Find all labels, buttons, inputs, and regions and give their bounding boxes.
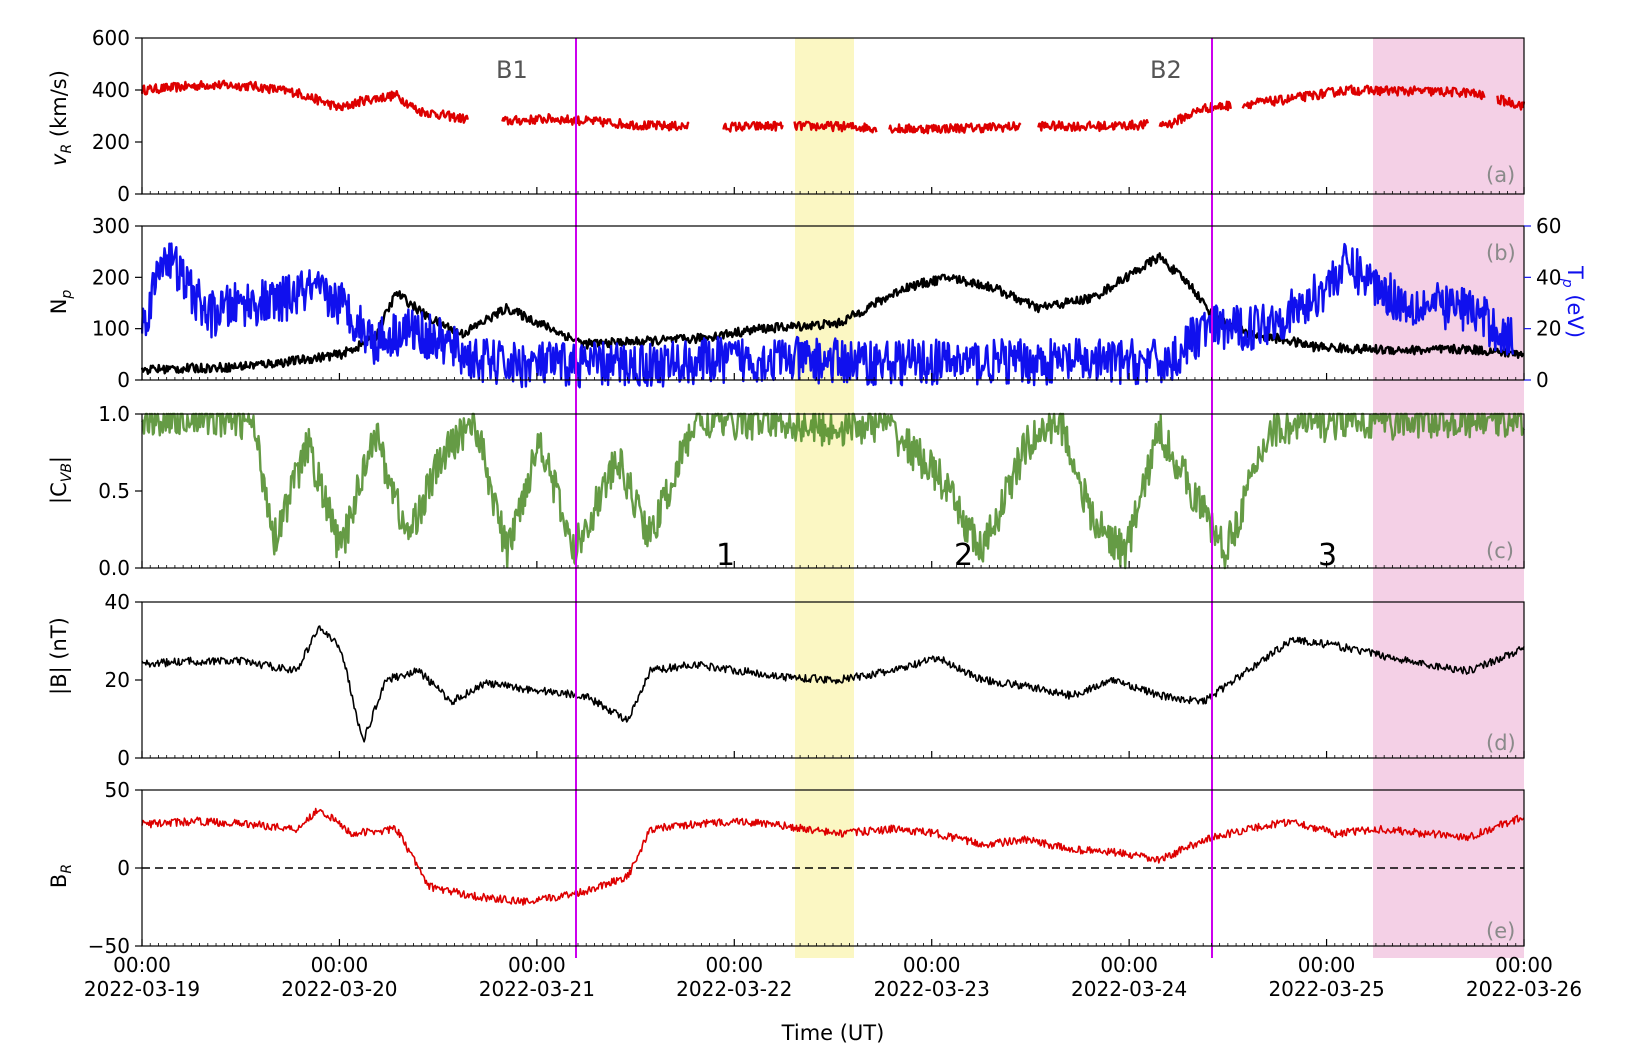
- ytick-label-c-2: 1.0: [98, 402, 130, 426]
- y2tick-label-0: 0: [1536, 368, 1549, 392]
- panel-tag-d: (d): [1486, 731, 1516, 755]
- ylabel-panel-b-left: Np: [47, 290, 75, 315]
- ytick-label-c-0: 0.0: [98, 556, 130, 580]
- xtick-time-label-5: 00:00: [1100, 953, 1158, 977]
- pink-interval-band: [1373, 38, 1524, 958]
- ylabel-panel-d: |B| (nT): [47, 617, 72, 695]
- x-axis-title: Time (UT): [781, 1021, 885, 1045]
- xtick-date-label-4: 2022-03-23: [874, 977, 990, 1001]
- panel-tag-e: (e): [1486, 919, 1515, 943]
- ytick-label-e-1: 0: [117, 856, 130, 880]
- series-d-0: [141, 625, 1525, 743]
- ytick-label-a-2: 400: [92, 78, 130, 102]
- panel-tag-a: (a): [1486, 163, 1515, 187]
- ytick-label-b-1: 100: [92, 317, 130, 341]
- ytick-label-b-2: 200: [92, 265, 130, 289]
- series-e-0: [141, 807, 1525, 906]
- ytick-label-b-3: 300: [92, 214, 130, 238]
- xtick-date-label-3: 2022-03-22: [676, 977, 792, 1001]
- xtick-time-label-6: 00:00: [1298, 953, 1356, 977]
- panel-tag-c: (c): [1486, 539, 1514, 563]
- interval-1-label: 1: [716, 538, 735, 573]
- xtick-time-label-4: 00:00: [903, 953, 961, 977]
- panel-b-marks: [141, 242, 1525, 389]
- series-b-1: [141, 242, 1515, 389]
- ytick-label-a-0: 0: [117, 182, 130, 206]
- boundary-lines: [575, 38, 1213, 958]
- xtick-time-label-7: 00:00: [1495, 953, 1553, 977]
- xtick-date-label-5: 2022-03-24: [1071, 977, 1187, 1001]
- panel-a-marks: [141, 79, 1525, 135]
- y2tick-label-2: 40: [1536, 265, 1561, 289]
- xtick-time-label-1: 00:00: [311, 953, 369, 977]
- series-a-0: [141, 79, 1525, 135]
- ytick-label-d-0: 0: [117, 746, 130, 770]
- yellow-interval-band: [795, 38, 854, 958]
- ytick-label-d-2: 40: [105, 590, 130, 614]
- xtick-time-label-2: 00:00: [508, 953, 566, 977]
- panel-d-marks: [141, 625, 1525, 743]
- data-layer: [141, 79, 1525, 906]
- panel-e-marks: [141, 807, 1525, 906]
- xtick-date-label-0: 2022-03-19: [84, 977, 200, 1001]
- ytick-label-e-2: 50: [105, 778, 130, 802]
- series-c-0: [141, 412, 1525, 570]
- b2-label: B2: [1150, 56, 1182, 84]
- ytick-label-d-1: 20: [105, 668, 130, 692]
- xtick-date-label-1: 2022-03-20: [281, 977, 397, 1001]
- y2tick-label-3: 60: [1536, 214, 1561, 238]
- panel-c-marks: [141, 412, 1525, 570]
- ylabel-panel-a: vR (km/s): [47, 70, 75, 166]
- ytick-label-a-3: 600: [92, 26, 130, 50]
- xtick-date-label-6: 2022-03-25: [1268, 977, 1384, 1001]
- ylabel-panel-c: |CVB|: [47, 456, 75, 504]
- ytick-label-a-1: 200: [92, 130, 130, 154]
- ytick-label-e-0: −50: [88, 934, 130, 958]
- xtick-date-label-7: 2022-03-26: [1466, 977, 1582, 1001]
- ytick-label-b-0: 0: [117, 368, 130, 392]
- ylabel-panel-b-right: Tp (eV): [1559, 265, 1587, 338]
- y2tick-label-1: 20: [1536, 317, 1561, 341]
- interval-2-label: 2: [954, 538, 973, 573]
- ylabel-panel-e: BR: [47, 864, 75, 888]
- axes-layer: 0200400600010020030002040600.00.51.00204…: [84, 26, 1582, 1001]
- b1-label: B1: [496, 56, 528, 84]
- xtick-time-label-0: 00:00: [113, 953, 171, 977]
- panel-tag-b: (b): [1486, 241, 1516, 265]
- interval-3-label: 3: [1318, 538, 1337, 573]
- xtick-date-label-2: 2022-03-21: [479, 977, 595, 1001]
- ytick-label-c-1: 0.5: [98, 479, 130, 503]
- xtick-time-label-3: 00:00: [705, 953, 763, 977]
